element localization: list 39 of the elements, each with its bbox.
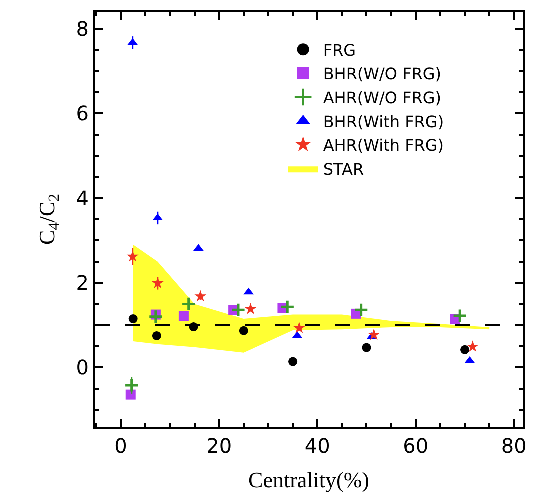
point <box>354 302 369 318</box>
y-tick-label: 2 <box>76 271 89 296</box>
legend-label: BHR(With FRG) <box>323 112 444 132</box>
y-tick-label: 6 <box>76 102 89 126</box>
point <box>128 314 138 324</box>
x-axis-title: Centrality(%) <box>248 467 370 492</box>
point <box>362 343 372 352</box>
point <box>293 322 306 334</box>
point <box>368 328 380 340</box>
point <box>452 308 468 324</box>
point <box>288 357 298 366</box>
point <box>124 378 140 394</box>
legend-label: FRG <box>323 40 356 60</box>
point <box>148 309 164 324</box>
point <box>244 288 254 295</box>
x-tick-label: 80 <box>501 434 527 458</box>
x-tick-label: 20 <box>206 434 232 458</box>
point <box>239 326 248 336</box>
point <box>126 390 136 400</box>
y-tick-label: 8 <box>76 16 89 41</box>
point <box>466 340 479 352</box>
point <box>152 331 162 340</box>
point <box>181 296 196 312</box>
point <box>152 277 164 289</box>
legend-label: STAR <box>323 160 364 179</box>
x-tick-label: 40 <box>304 434 330 458</box>
point <box>460 345 470 354</box>
y-tick-label: 0 <box>76 356 89 380</box>
point <box>244 302 257 314</box>
point <box>230 302 246 318</box>
x-tick-label: 60 <box>403 434 429 458</box>
legend-label: AHR(With FRG) <box>323 136 444 156</box>
legend-label: BHR(W/O FRG) <box>323 64 442 84</box>
point <box>178 311 189 322</box>
point <box>194 290 207 302</box>
y-tick-label: 4 <box>76 186 89 210</box>
x-tick-label: 0 <box>114 434 128 458</box>
point <box>280 300 296 315</box>
legend-label: AHR(W/O FRG) <box>323 88 442 108</box>
